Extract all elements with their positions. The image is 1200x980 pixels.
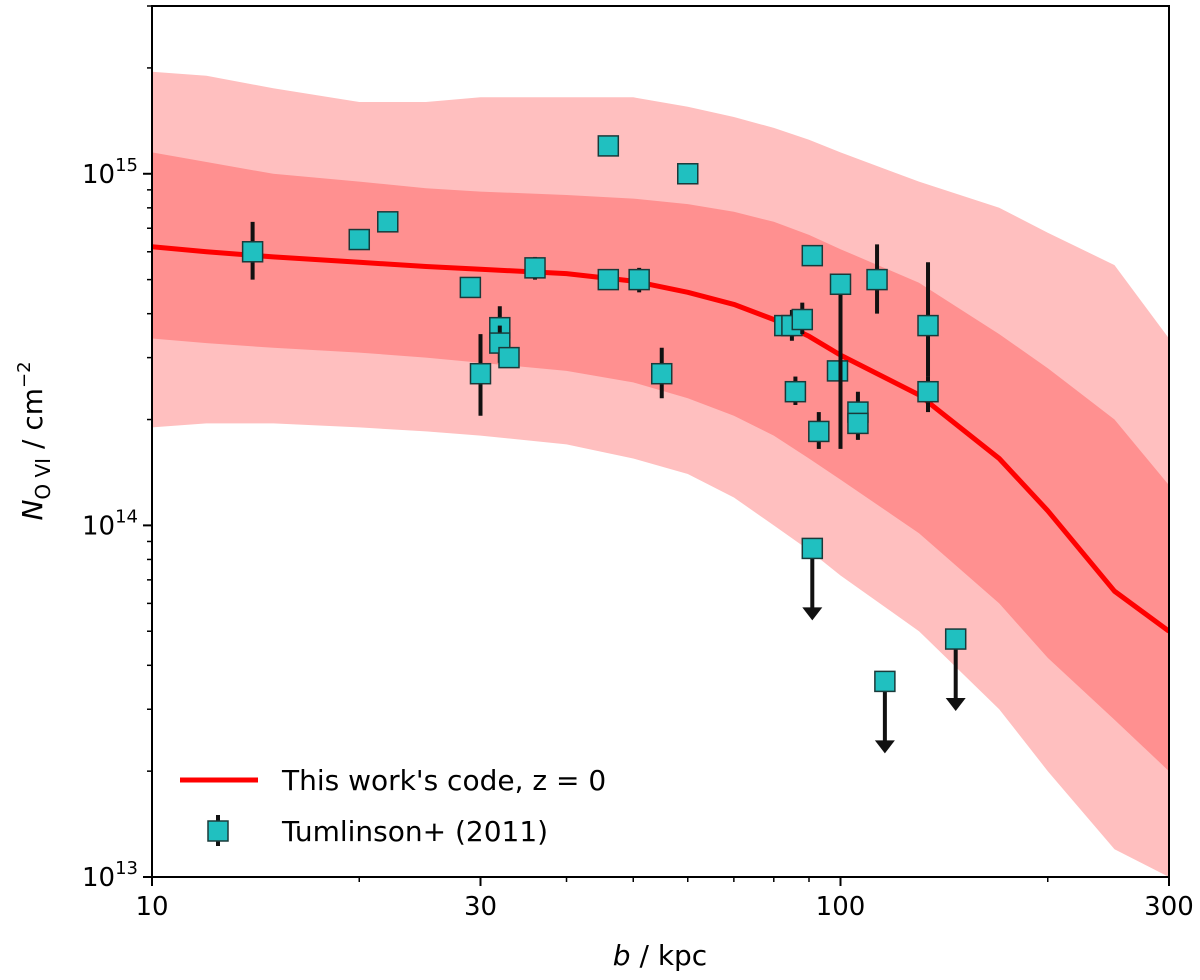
observation-point bbox=[597, 268, 620, 291]
observation-marker bbox=[241, 241, 264, 263]
observation-point bbox=[677, 163, 699, 185]
observation-marker bbox=[791, 308, 814, 331]
upper-limit-arrowhead bbox=[802, 607, 823, 621]
observation-marker bbox=[597, 135, 620, 157]
upper-limit-point bbox=[801, 537, 824, 621]
observation-marker bbox=[459, 276, 482, 299]
upper-limit-point bbox=[944, 628, 967, 712]
model-median-line bbox=[152, 244, 1169, 634]
x-tick-label: 10 bbox=[135, 892, 168, 922]
upper-limit-marker bbox=[801, 537, 824, 560]
observation-marker bbox=[801, 244, 824, 267]
observation-point bbox=[241, 221, 264, 280]
legend-observation-label: Tumlinson+ (2011) bbox=[281, 815, 548, 848]
observation-point bbox=[917, 376, 939, 413]
y-tick-label: 1013 bbox=[82, 858, 138, 893]
observation-point bbox=[597, 135, 620, 157]
band-1sigma bbox=[152, 152, 1169, 772]
upper-limit-marker bbox=[874, 670, 896, 693]
observation-point bbox=[808, 412, 830, 449]
observation-marker bbox=[628, 268, 650, 291]
upper-limit-point bbox=[874, 670, 896, 754]
observation-marker bbox=[917, 314, 939, 337]
observation-point bbox=[791, 302, 814, 335]
observation-point bbox=[826, 360, 849, 382]
legend: This work's code, z = 0 Tumlinson+ (2011… bbox=[180, 764, 606, 848]
observation-marker bbox=[829, 273, 852, 296]
observation-marker bbox=[808, 420, 830, 443]
observation-marker bbox=[677, 163, 699, 185]
model-line-layer bbox=[152, 244, 1169, 634]
observation-marker bbox=[650, 362, 673, 385]
observation-marker bbox=[348, 228, 371, 251]
observation-point bbox=[801, 244, 824, 267]
observation-marker bbox=[866, 268, 888, 291]
upper-limit-arrowhead bbox=[874, 740, 895, 754]
observation-marker bbox=[826, 360, 849, 382]
upper-limit-arrowhead bbox=[945, 698, 966, 712]
observation-points bbox=[241, 135, 967, 754]
observation-point bbox=[829, 273, 852, 449]
observation-marker bbox=[377, 211, 399, 233]
observation-point bbox=[847, 412, 869, 435]
observation-marker bbox=[498, 346, 520, 369]
observation-marker bbox=[524, 257, 546, 279]
observation-point bbox=[628, 267, 650, 293]
observation-point bbox=[650, 347, 673, 399]
observation-point bbox=[866, 244, 888, 314]
x-tick-label: 30 bbox=[464, 892, 497, 922]
observation-point bbox=[469, 334, 492, 416]
observation-marker bbox=[847, 412, 869, 435]
x-axis-label: b / kpc bbox=[613, 939, 707, 972]
observation-point bbox=[917, 262, 939, 377]
model-bands bbox=[152, 71, 1169, 877]
legend-marker-swatch bbox=[207, 820, 229, 842]
observation-marker bbox=[469, 362, 492, 385]
y-axis-label: NO VI / cm−2 bbox=[14, 361, 55, 520]
observation-marker bbox=[917, 380, 939, 403]
x-tick-label: 100 bbox=[816, 892, 866, 922]
observation-point bbox=[498, 346, 520, 369]
y-tick-label: 1015 bbox=[82, 155, 138, 190]
y-tick-label: 1014 bbox=[82, 506, 138, 541]
observation-marker bbox=[784, 380, 807, 403]
observation-point bbox=[784, 376, 807, 405]
plot-frame bbox=[151, 5, 1170, 878]
axis-ticks: 10 30 100 300 1013 1014 1015 bbox=[82, 5, 1194, 922]
legend-model-label: This work's code, z = 0 bbox=[281, 764, 606, 797]
observation-point bbox=[348, 228, 371, 251]
x-tick-label: 300 bbox=[1144, 892, 1194, 922]
observation-marker bbox=[597, 268, 620, 291]
upper-limit-marker bbox=[944, 628, 967, 650]
observation-point bbox=[459, 276, 482, 299]
observation-point bbox=[524, 256, 546, 280]
observation-point bbox=[377, 211, 399, 233]
